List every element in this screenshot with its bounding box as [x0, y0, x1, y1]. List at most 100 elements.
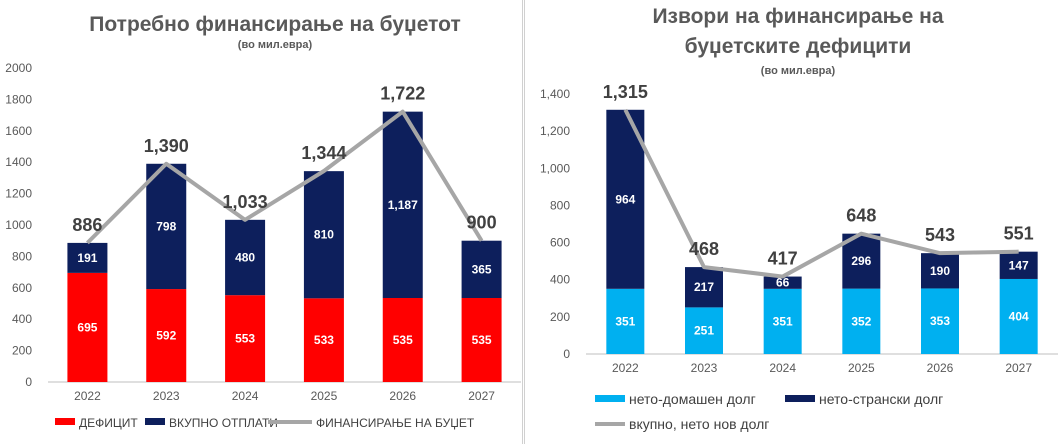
- legend-label: вкупно, нето нов долг: [629, 416, 769, 432]
- bar-segment: [921, 253, 959, 289]
- total-value-label: 1,033: [223, 192, 268, 212]
- legend-label: ДЕФИЦИТ: [79, 416, 138, 430]
- total-value-label: 417: [768, 249, 798, 269]
- y-tick-label: 600: [12, 281, 32, 295]
- legend-label: ВКУПНО ОТПЛАТИ: [169, 416, 278, 430]
- bar-value-label: 351: [615, 314, 635, 328]
- x-tick-label: 2025: [848, 361, 875, 375]
- bar-segment: [685, 267, 723, 308]
- bar-segment: [303, 171, 344, 299]
- bar-value-label: 695: [77, 320, 97, 334]
- x-tick-label: 2026: [927, 361, 954, 375]
- y-tick-label: 400: [12, 312, 32, 326]
- x-tick-label: 2027: [468, 389, 495, 403]
- x-tick-label: 2023: [153, 389, 180, 403]
- bar-value-label: 535: [393, 333, 413, 347]
- y-tick-label: 800: [12, 249, 32, 263]
- x-tick-label: 2026: [389, 389, 416, 403]
- bar-value-label: 251: [694, 324, 714, 338]
- y-tick-label: 1,400: [540, 87, 570, 101]
- bar-segment: [146, 289, 187, 382]
- bar-value-label: 964: [615, 192, 635, 206]
- y-tick-label: 400: [550, 273, 570, 287]
- chart-title: Извори на финансирање на: [652, 5, 943, 28]
- legend-swatch: [145, 418, 165, 425]
- y-tick-label: 200: [550, 310, 570, 324]
- bar-value-label: 353: [930, 314, 950, 328]
- bar-value-label: 404: [1009, 309, 1029, 323]
- bar-segment: [763, 288, 802, 354]
- y-tick-label: 200: [12, 344, 32, 358]
- total-value-label: 1,722: [380, 84, 425, 104]
- chart-subtitle: (во мил.евра): [761, 65, 836, 77]
- total-value-label: 1,344: [301, 143, 346, 163]
- bar-segment: [921, 288, 959, 354]
- total-value-label: 900: [467, 213, 497, 233]
- y-tick-label: 2000: [5, 61, 32, 75]
- total-value-label: 1,315: [603, 82, 648, 102]
- total-value-label: 1,390: [144, 136, 189, 156]
- x-tick-label: 2027: [1005, 361, 1032, 375]
- total-value-label: 886: [72, 215, 102, 235]
- bar-segment: [606, 288, 645, 354]
- x-tick-label: 2024: [232, 389, 259, 403]
- legend-swatch: [55, 418, 75, 425]
- legend-label: нето-странски долг: [819, 391, 943, 407]
- bar-segment: [303, 298, 344, 382]
- bar-segment: [461, 240, 502, 299]
- bar-value-label: 147: [1009, 258, 1029, 272]
- bar-value-label: 535: [472, 333, 492, 347]
- y-tick-label: 1800: [5, 92, 32, 106]
- bar-segment: [685, 307, 723, 354]
- bar-value-label: 810: [314, 228, 334, 242]
- chart-deficit-sources: Извори на финансирање на буџетските дефиц…: [540, 5, 1058, 432]
- x-tick-label: 2023: [691, 361, 718, 375]
- bar-value-label: 592: [156, 329, 176, 343]
- bar-value-label: 66: [776, 276, 790, 290]
- bar-value-label: 798: [156, 219, 176, 233]
- bar-segment: [146, 163, 187, 290]
- bar-segment: [225, 219, 266, 296]
- bar-segment: [763, 276, 802, 289]
- total-value-label: 648: [846, 206, 876, 226]
- y-tick-label: 1400: [5, 155, 32, 169]
- bar-value-label: 352: [851, 314, 871, 328]
- legend-label: ФИНАНСИРАЊЕ НА БУЏЕТ: [316, 416, 475, 430]
- total-value-label: 551: [1004, 224, 1034, 244]
- bar-segment: [842, 288, 881, 354]
- bar-segment: [67, 272, 108, 382]
- bar-segment: [382, 298, 423, 382]
- bar-value-label: 351: [773, 314, 793, 328]
- y-tick-label: 800: [550, 198, 570, 212]
- bar-segment: [461, 298, 502, 382]
- y-tick-label: 1600: [5, 124, 32, 138]
- chart-panel-budget-needs: Потребно финансирање на буџетот (во мил.е…: [0, 0, 523, 444]
- y-tick-label: 1,000: [540, 161, 570, 175]
- x-tick-label: 2024: [769, 361, 796, 375]
- chart-subtitle: (во мил.евра): [238, 39, 313, 51]
- bar-segment: [225, 295, 266, 382]
- bar-value-label: 190: [930, 264, 950, 278]
- chart-title: Потребно финансирање на буџетот: [89, 13, 460, 36]
- bar-value-label: 217: [694, 280, 714, 294]
- y-tick-label: 0: [563, 347, 570, 361]
- bar-segment: [382, 111, 423, 299]
- chart-title-line2: буџетските дефицити: [685, 35, 912, 58]
- legend-label: нето-домашен долг: [629, 391, 756, 407]
- y-tick-label: 0: [25, 375, 32, 389]
- legend-swatch: [785, 395, 815, 402]
- total-value-label: 468: [689, 239, 719, 259]
- bar-value-label: 1,187: [388, 198, 418, 212]
- bar-value-label: 365: [472, 262, 492, 276]
- legend-swatch: [595, 395, 625, 402]
- x-tick-label: 2025: [311, 389, 338, 403]
- bar-value-label: 191: [77, 251, 97, 265]
- bar-value-label: 533: [314, 333, 334, 347]
- bar-value-label: 480: [235, 250, 255, 264]
- chart-panel-deficit-sources: Извори на финансирање на буџетските дефиц…: [524, 0, 1063, 444]
- y-tick-label: 600: [550, 236, 570, 250]
- bar-segment: [606, 109, 645, 289]
- total-line: [623, 108, 1019, 279]
- total-value-label: 543: [925, 225, 955, 245]
- y-tick-label: 1200: [5, 187, 32, 201]
